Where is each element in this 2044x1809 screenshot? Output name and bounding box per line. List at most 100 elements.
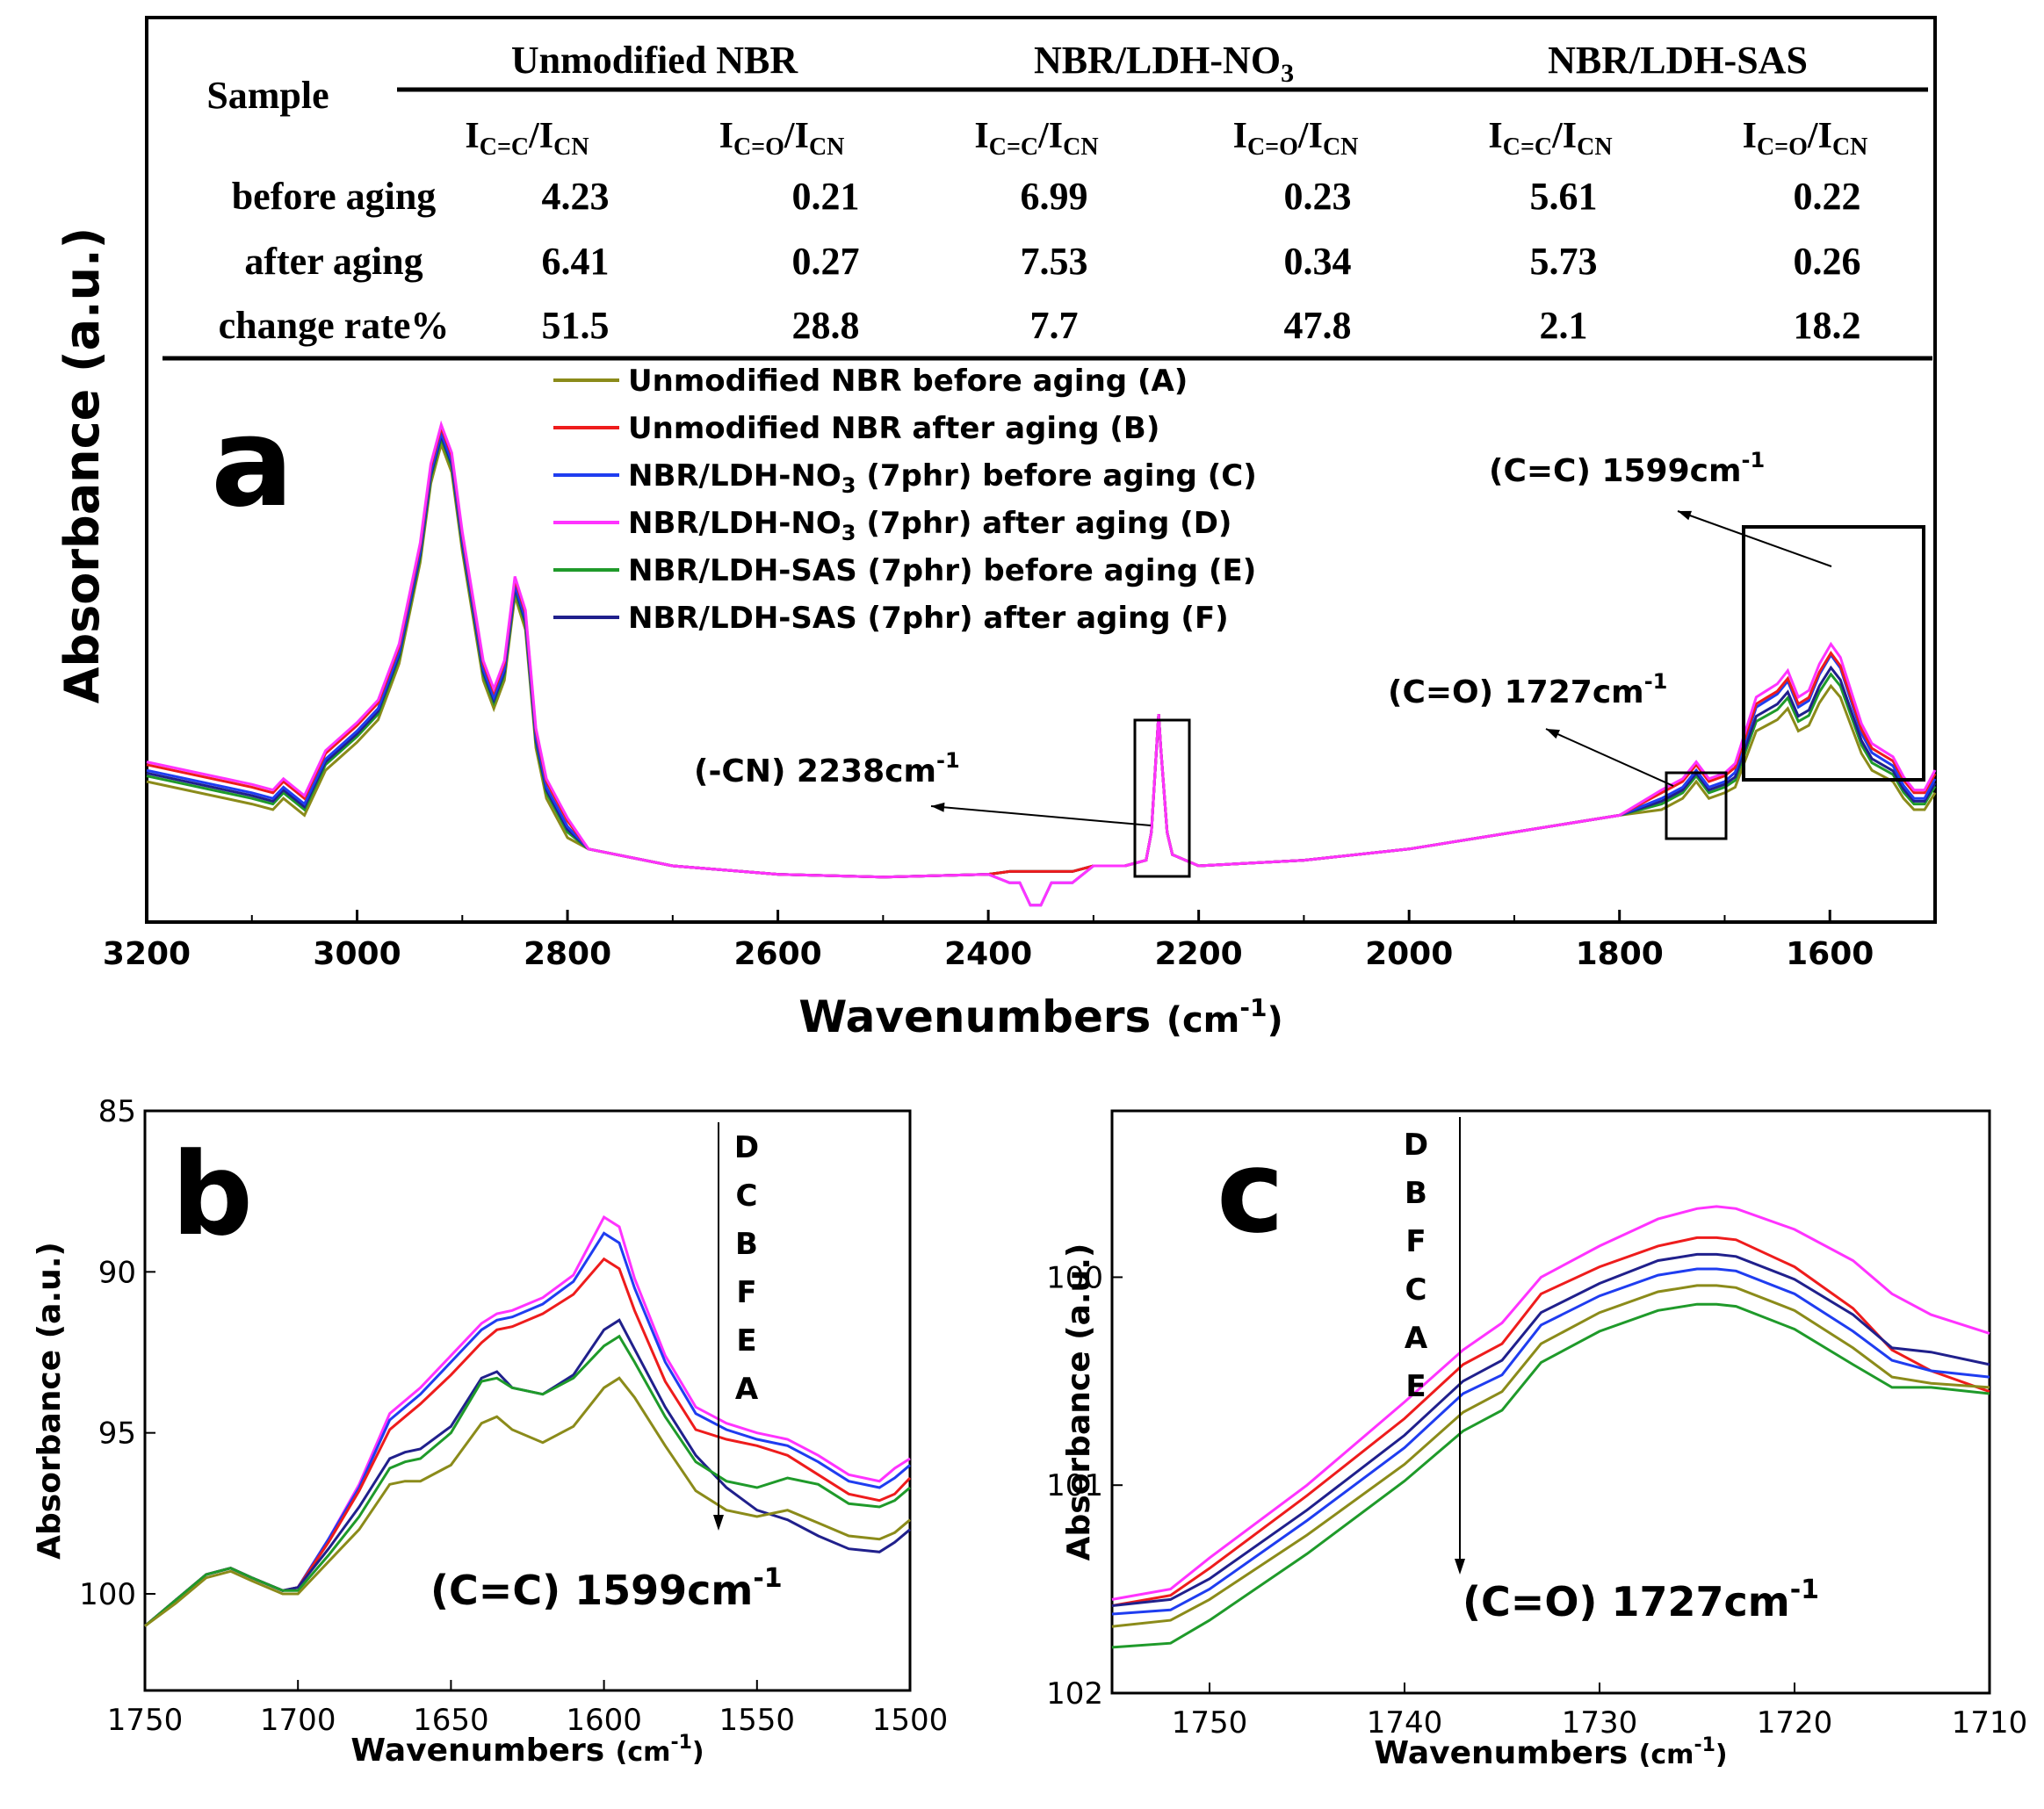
table-cell: 7.53 [1021,240,1088,283]
c-xtick-label: 1720 [1757,1705,1833,1741]
c-ytick-label: 102 [1046,1676,1103,1712]
c-order-arrowhead [1455,1559,1465,1575]
c-order-letter: E [1405,1369,1426,1404]
table-group-3: NBR/LDH-SAS [1548,39,1808,82]
c-order-letter: F [1405,1224,1426,1259]
table-cell: 18.2 [1794,304,1861,347]
b-xlabel: Wavenumbers (cm-1) [350,1732,704,1769]
c-order-letter: D [1404,1128,1428,1163]
b-order-letter: F [736,1275,756,1310]
a-xlabel: Wavenumbers (cm-1) [798,991,1283,1042]
table-cell: 7.7 [1030,304,1079,347]
a-legend-label-E: NBR/LDH-SAS (7phr) before aging (E) [628,553,1256,588]
b-xtick-label: 1650 [413,1703,489,1738]
c-ylabel: Absorbance (a.u.) [1061,1243,1097,1561]
b-xtick-label: 1500 [872,1703,949,1738]
a-ylabel: Absorbance (a.u.) [54,227,110,704]
b-xtick-label: 1600 [566,1703,642,1738]
b-ytick-label: 100 [79,1577,136,1612]
c-panel-label: c [1217,1125,1284,1258]
table-col-header: IC=O/ICN [1233,116,1359,161]
a-xtick-label: 1800 [1576,936,1664,972]
a-arrowhead [1678,510,1692,521]
b-order-letter: E [736,1323,756,1359]
a-series-D [146,420,1937,907]
a-legend-label-F: NBR/LDH-SAS (7phr) after aging (F) [628,601,1229,636]
a-legend-label-A: Unmodified NBR before aging (A) [628,364,1188,399]
b-annotation: (C=C) 1599cm-1 [430,1563,783,1614]
c-series-C [1111,1267,1990,1616]
table-col-header: IC=C/ICN [974,116,1098,161]
c-order-letter: C [1405,1272,1427,1308]
c-xtick-label: 1730 [1562,1705,1638,1741]
table-row-label: change rate% [219,304,450,347]
a-annotation-arrow [930,805,1152,826]
table-col-header: IC=O/ICN [719,116,845,161]
table-cell: 0.26 [1794,240,1861,283]
panel-a-frame [145,16,1937,924]
b-order-arrowhead [713,1515,724,1531]
c-xtick-label: 1740 [1367,1705,1443,1741]
b-order-letter: B [735,1227,758,1262]
a-xtick-label: 2000 [1365,936,1453,972]
b-panel-label: b [171,1128,253,1261]
table-group-2: NBR/LDH-NO3 [1034,39,1294,88]
c-series-A [1111,1284,1990,1628]
c-xtick-label: 1750 [1172,1705,1248,1741]
c-series-E [1111,1302,1990,1649]
table-cell: 51.5 [542,304,610,347]
b-ylabel: Absorbance (a.u.) [32,1242,68,1560]
b-frame [143,1109,912,1692]
c-order-letter: A [1405,1321,1428,1356]
a-arrowhead [931,802,945,812]
a-annotation: (C=O) 1727cm-1 [1388,669,1667,710]
table-cell: 5.73 [1530,240,1598,283]
table-cell: 6.99 [1021,175,1088,218]
table-cell: 4.23 [542,175,610,218]
a-xtick-label: 2800 [524,936,611,972]
a-box-cc [1742,525,1925,782]
table-group-1: Unmodified NBR [511,39,799,82]
table-sample-label: Sample [206,74,329,117]
a-annotation-arrow [1677,510,1832,567]
a-box-co [1665,771,1728,840]
a-xtick-label: 3000 [313,936,401,972]
c-order-letter: B [1405,1176,1427,1211]
c-annotation: (C=O) 1727cm-1 [1463,1575,1819,1625]
c-xtick-label: 1710 [1952,1705,2028,1741]
table-cell: 0.27 [792,240,860,283]
b-ytick-label: 95 [98,1416,136,1452]
a-legend-label-C: NBR/LDH-NO3 (7phr) before aging (C) [628,458,1257,498]
a-xtick-label: 2400 [944,936,1032,972]
table-cell: 0.22 [1794,175,1861,218]
c-series-B [1111,1236,1990,1607]
a-box-cn [1133,718,1191,878]
a-legend-label-D: NBR/LDH-NO3 (7phr) after aging (D) [628,506,1231,545]
b-xtick-label: 1700 [260,1703,336,1738]
c-series-F [1111,1252,1990,1607]
c-ytick-label: 101 [1046,1468,1103,1503]
a-arrowhead [1546,729,1560,739]
a-xtick-label: 3200 [103,936,191,972]
a-xtick-label: 2600 [733,936,821,972]
a-annotation: (-CN) 2238cm-1 [694,748,960,789]
table-cell: 47.8 [1284,304,1352,347]
b-ytick-label: 85 [98,1094,136,1129]
table-col-header: IC=O/ICN [1743,116,1868,161]
b-order-letter: C [736,1178,758,1214]
a-legend-label-B: Unmodified NBR after aging (B) [628,411,1159,446]
c-series-D [1111,1205,1990,1601]
b-ytick-label: 90 [98,1255,136,1290]
a-xtick-label: 2200 [1155,936,1243,972]
a-annotation-arrow [1545,728,1674,787]
c-frame [1110,1109,1991,1695]
table-cell: 0.21 [792,175,860,218]
a-panel-label: a [211,392,293,535]
table-cell: 0.34 [1284,240,1352,283]
table-cell: 28.8 [792,304,860,347]
b-xtick-label: 1550 [719,1703,796,1738]
table-cell: 0.23 [1284,175,1352,218]
table-cell: 5.61 [1530,175,1598,218]
table-row-label: after aging [244,240,423,283]
